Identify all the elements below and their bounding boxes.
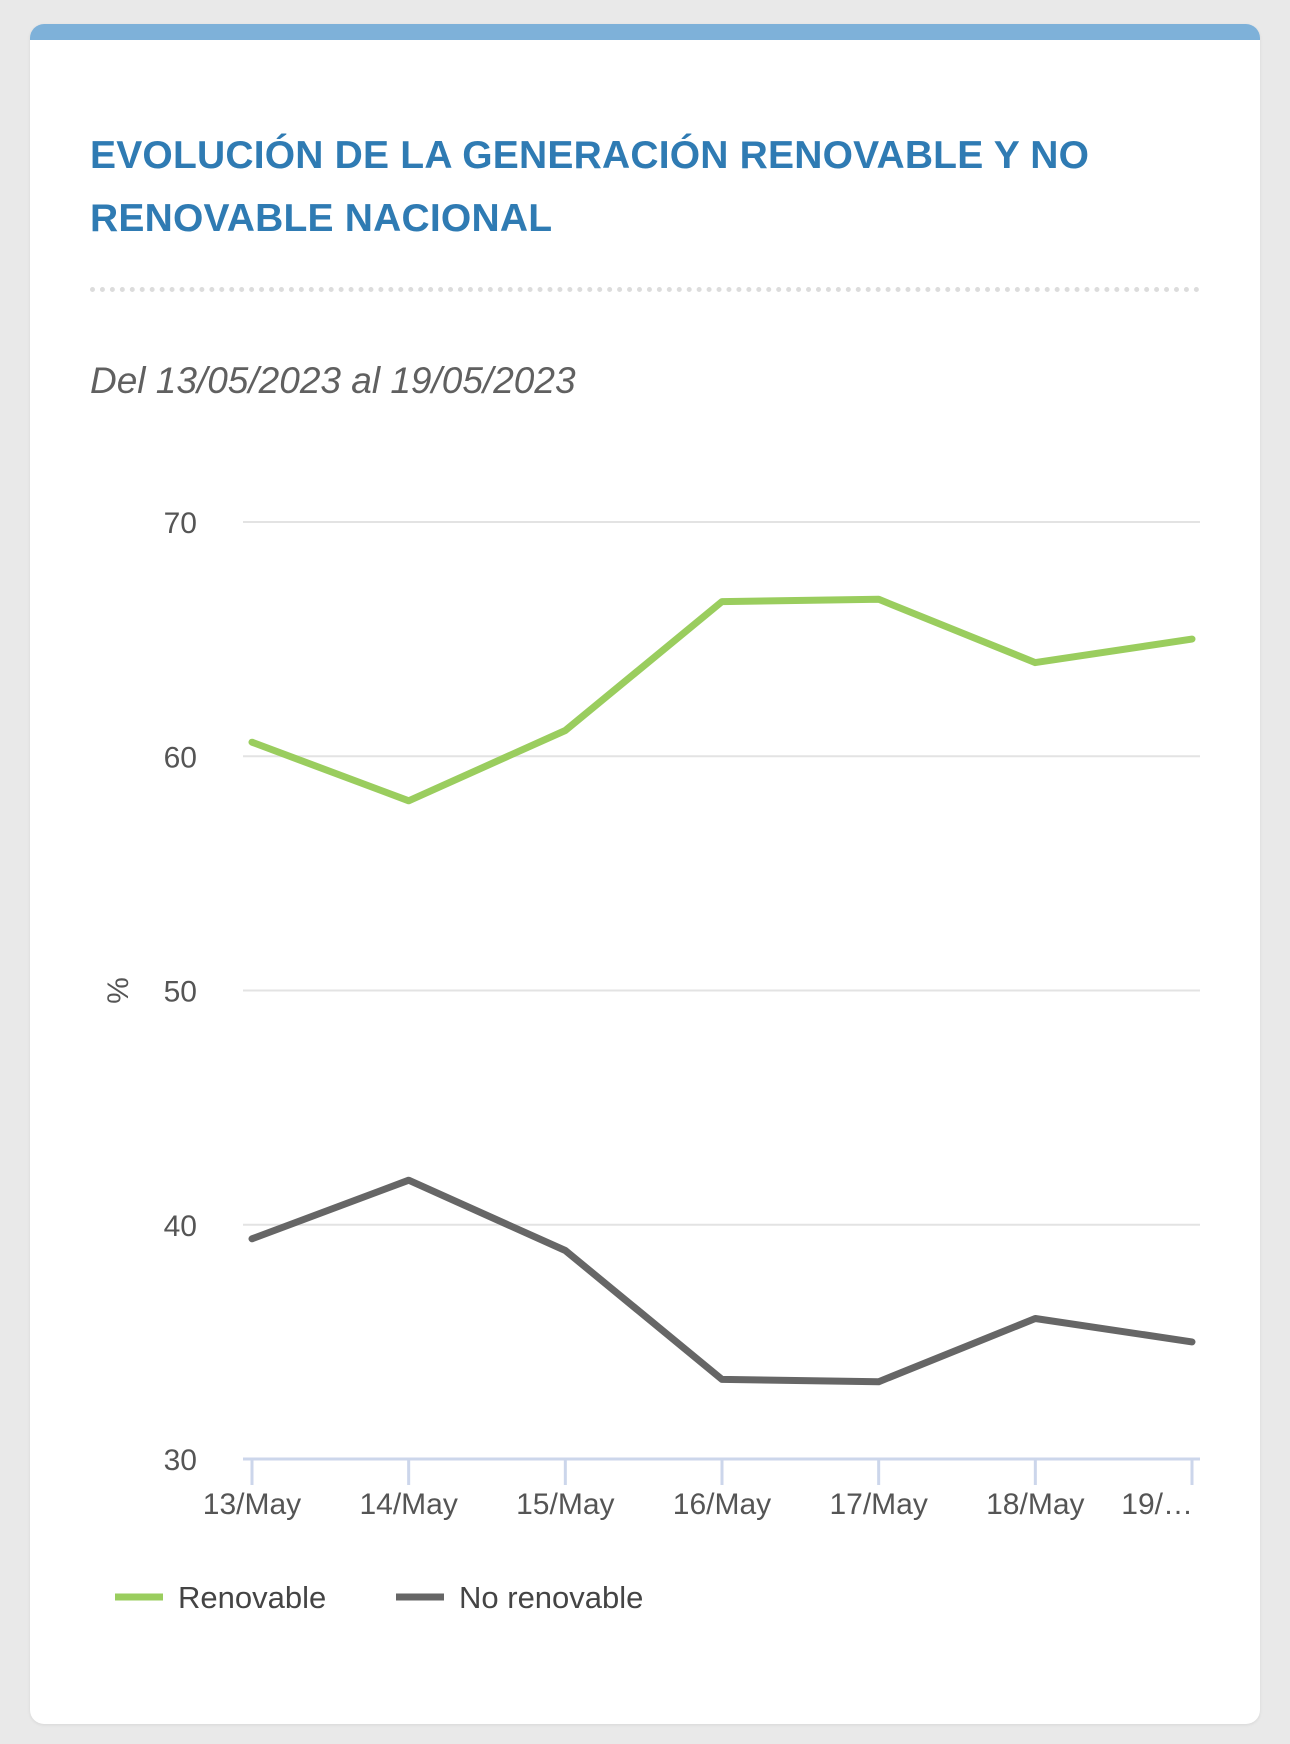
series-line-1[interactable]	[248, 1176, 1196, 1386]
y-tick-label: 60	[164, 741, 197, 774]
date-range-subtitle: Del 13/05/2023 al 19/05/2023	[90, 360, 576, 401]
x-tick-label: 13/May	[203, 1488, 301, 1521]
legend: Renovable No renovable	[115, 1580, 643, 1615]
x-tick-label: 16/May	[673, 1488, 771, 1521]
y-axis-tick-labels: 70 60 50 40 30	[164, 507, 197, 1477]
card-top-accent-bar	[30, 24, 1260, 40]
y-tick-label: 50	[164, 976, 197, 1009]
y-tick-label: 40	[164, 1210, 197, 1243]
gridlines	[243, 521, 1200, 1226]
y-axis-label: %	[102, 977, 135, 1004]
x-axis-tick-labels: 13/May 14/May 15/May 16/May 17/May 18/May 19/…	[203, 1488, 1193, 1521]
x-tick-label: 15/May	[516, 1488, 614, 1521]
title-divider	[90, 287, 1200, 292]
y-tick-label: 30	[164, 1444, 197, 1477]
x-axis	[243, 1457, 1200, 1485]
x-tick-label: 17/May	[829, 1488, 927, 1521]
x-tick-label: 14/May	[359, 1488, 457, 1521]
legend-item-label[interactable]: No renovable	[459, 1580, 643, 1615]
legend-item-label[interactable]: Renovable	[178, 1580, 326, 1615]
series-lines	[248, 595, 1196, 1386]
series-line-0[interactable]	[248, 595, 1196, 805]
x-tick-label: 18/May	[986, 1488, 1084, 1521]
chart-card: EVOLUCIÓN DE LA GENERACIÓN RENOVABLE Y N…	[30, 24, 1260, 1724]
x-tick-label: 19/…	[1121, 1488, 1193, 1521]
y-tick-label: 70	[164, 507, 197, 540]
chart-title: EVOLUCIÓN DE LA GENERACIÓN RENOVABLE Y N…	[90, 134, 1090, 240]
